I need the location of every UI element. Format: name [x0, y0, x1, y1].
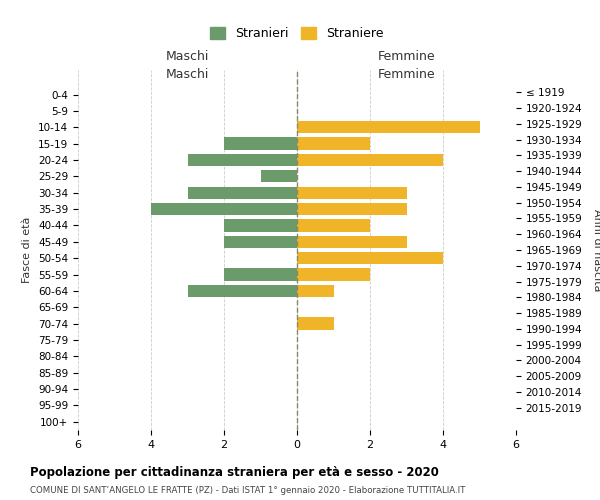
Y-axis label: Anni di nascita: Anni di nascita: [592, 209, 600, 291]
Legend: Stranieri, Straniere: Stranieri, Straniere: [205, 22, 389, 46]
Text: Maschi: Maschi: [166, 68, 209, 82]
Bar: [297, 121, 479, 134]
Bar: [297, 236, 407, 248]
Text: Femmine: Femmine: [377, 50, 436, 63]
Bar: [297, 138, 370, 150]
Bar: [297, 186, 407, 199]
Bar: [187, 186, 297, 199]
Bar: [187, 285, 297, 297]
Bar: [297, 285, 334, 297]
Y-axis label: Fasce di età: Fasce di età: [22, 217, 32, 283]
Bar: [151, 203, 297, 215]
Bar: [297, 252, 443, 264]
Bar: [224, 236, 297, 248]
Bar: [224, 138, 297, 150]
Bar: [297, 203, 407, 215]
Bar: [224, 220, 297, 232]
Bar: [224, 268, 297, 280]
Bar: [260, 170, 297, 182]
Text: Femmine: Femmine: [377, 68, 436, 82]
Bar: [297, 318, 334, 330]
Bar: [297, 154, 443, 166]
Text: Maschi: Maschi: [166, 50, 209, 63]
Bar: [297, 268, 370, 280]
Text: Popolazione per cittadinanza straniera per età e sesso - 2020: Popolazione per cittadinanza straniera p…: [30, 466, 439, 479]
Bar: [187, 154, 297, 166]
Bar: [297, 220, 370, 232]
Text: COMUNE DI SANT’ANGELO LE FRATTE (PZ) - Dati ISTAT 1° gennaio 2020 - Elaborazione: COMUNE DI SANT’ANGELO LE FRATTE (PZ) - D…: [30, 486, 466, 495]
